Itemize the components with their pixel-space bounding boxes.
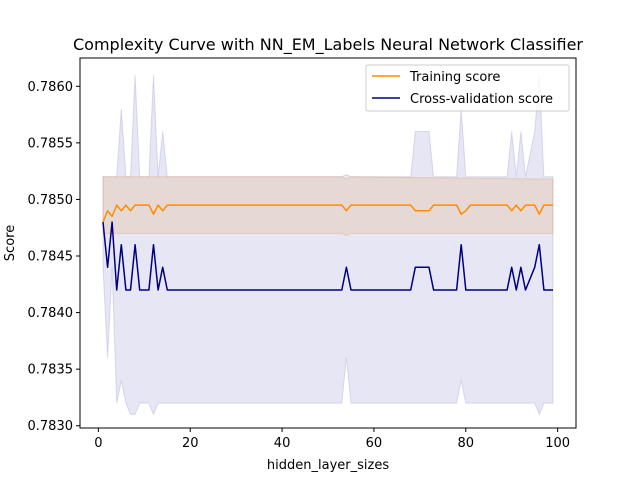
y-tick-label: 0.7860 bbox=[28, 80, 74, 95]
legend-box bbox=[365, 64, 570, 112]
x-tick-label: 60 bbox=[366, 436, 383, 451]
x-axis-label: hidden_layer_sizes bbox=[267, 458, 389, 473]
x-axis-ticks: 0 20 40 60 80 100 bbox=[94, 428, 570, 451]
x-tick-label: 40 bbox=[274, 436, 291, 451]
y-tick-label: 0.7855 bbox=[28, 136, 74, 151]
y-axis-label: Score bbox=[3, 225, 18, 261]
x-tick-label: 20 bbox=[182, 436, 199, 451]
legend: Training score Cross-validation score bbox=[365, 64, 570, 112]
band-training bbox=[102, 176, 554, 237]
y-axis-ticks: 0.7830 0.7835 0.7840 0.7845 0.7850 0.7855 0.78… bbox=[28, 80, 80, 434]
x-tick-label: 100 bbox=[545, 436, 570, 451]
confidence-bands bbox=[102, 74, 554, 416]
chart-title: Complexity Curve with NN_EM_Labels Neura… bbox=[73, 35, 583, 55]
y-tick-label: 0.7845 bbox=[28, 250, 74, 265]
legend-label-training: Training score bbox=[409, 70, 500, 85]
y-tick-label: 0.7840 bbox=[28, 306, 74, 321]
band-cross-validation bbox=[102, 74, 554, 416]
series-lines bbox=[102, 204, 553, 291]
x-tick-label: 0 bbox=[94, 436, 102, 451]
y-tick-label: 0.7850 bbox=[28, 193, 74, 208]
y-tick-label: 0.7830 bbox=[28, 419, 74, 434]
legend-label-cross-validation: Cross-validation score bbox=[410, 92, 553, 107]
line-cross-validation bbox=[102, 221, 553, 291]
x-tick-label: 80 bbox=[458, 436, 475, 451]
line-training bbox=[102, 204, 553, 223]
plot-frame bbox=[79, 57, 577, 429]
y-tick-label: 0.7835 bbox=[28, 363, 74, 378]
